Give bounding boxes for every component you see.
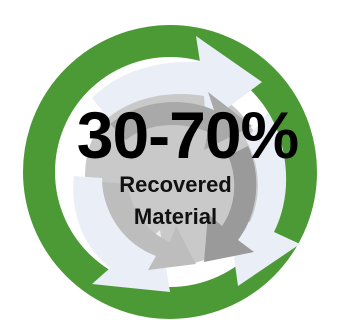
recycle-arrows-icon — [73, 36, 300, 292]
arrow-gray-right — [204, 146, 257, 262]
label-recovered: Recovered — [119, 172, 232, 197]
arrow-left — [73, 176, 170, 292]
arrow-gray-top — [110, 92, 252, 150]
arrow-right — [228, 112, 300, 286]
percentage-headline: 30-70% — [76, 98, 300, 172]
arrow-gray-left — [102, 182, 196, 270]
label-material: Material — [133, 204, 218, 229]
green-ring — [23, 25, 317, 319]
